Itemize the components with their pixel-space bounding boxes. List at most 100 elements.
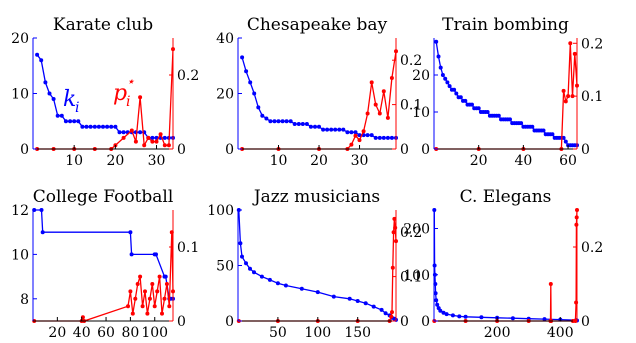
chart5-point — [238, 241, 243, 246]
chart2-point — [272, 119, 277, 124]
chart5-point — [248, 266, 252, 271]
chart1-point — [63, 119, 68, 124]
chart1-point — [138, 130, 143, 135]
chart5-point — [252, 270, 256, 275]
chart3-x-tick-label: 40 — [514, 153, 532, 169]
chart5-x-tick-label: 150 — [344, 325, 371, 341]
chart3-point — [561, 135, 566, 140]
chart2-point — [325, 127, 330, 132]
chart6-x-tick-label: 200 — [484, 325, 511, 341]
chart2-point — [284, 119, 289, 124]
chart1-point — [80, 124, 85, 129]
chart2-y-left-tick-label: 0 — [225, 142, 234, 158]
chart2-y-right-tick-label: 0.1 — [400, 98, 422, 114]
chart4-point — [157, 274, 162, 279]
chart3-point — [454, 91, 459, 96]
chart1-point — [162, 135, 167, 140]
chart3-y-right-tick-label: 0.2 — [581, 36, 603, 52]
chart2-point — [292, 122, 297, 126]
chart6-point — [548, 282, 553, 286]
chart3-x-tick-label: 20 — [470, 153, 488, 169]
chart2-y-right-tick-label: 0.2 — [400, 53, 422, 69]
chart4-x-tick-label: 20 — [48, 325, 66, 341]
chart3-point — [447, 84, 452, 89]
chart1-series-line — [37, 49, 174, 150]
chart2-y-left-tick-label: 20 — [216, 87, 234, 103]
chart4-point — [147, 296, 152, 301]
chart3-point — [496, 113, 501, 118]
chart1-point — [96, 124, 101, 129]
chart1-title: Karate club — [53, 15, 153, 35]
chart1-annotation-degree-subscript: i — [75, 100, 79, 116]
chart2-point — [276, 119, 281, 124]
chart2-point — [296, 122, 301, 126]
chart4-point — [128, 289, 133, 294]
chart4-point — [135, 282, 140, 286]
chart5-point — [315, 290, 320, 295]
chart1-point — [92, 124, 97, 129]
chart6: C. Elegans 200 400 0 100 200 0 0.2 — [403, 187, 603, 341]
chart5-point — [267, 277, 272, 282]
chart1-point — [47, 91, 52, 96]
chart2-point — [300, 122, 305, 126]
chart5-x-tick-label: 100 — [304, 325, 331, 341]
chart5-point — [371, 304, 376, 309]
chart1-point — [55, 113, 60, 118]
chart4-point — [133, 296, 138, 301]
chart1-annotation-probability-subscript: i — [126, 94, 130, 110]
chart2-point — [268, 119, 273, 124]
chart1-point — [133, 139, 138, 144]
chart2-y-left-tick-label: 40 — [216, 31, 234, 47]
chart1-y-left-tick-label: 0 — [20, 142, 29, 158]
chart2-point — [373, 102, 378, 107]
chart5: Jazz musicians 50 100 150 0 50 100 0 0.1 0.2 — [207, 187, 422, 341]
chart4-y-left-tick-label: 10 — [11, 247, 29, 263]
chart1-point — [138, 95, 143, 100]
chart1-point — [142, 143, 147, 148]
chart1-series-probability — [35, 47, 175, 151]
chart5-point — [393, 225, 398, 230]
chart1-y-right-tick-label: 0 — [177, 142, 186, 158]
chart4-point — [162, 296, 167, 301]
chart4-axes: 20 40 60 80 100 8 10 12 0 0.1 — [11, 203, 199, 341]
chart6-point — [441, 310, 446, 315]
chart1-point — [43, 80, 48, 85]
chart2-point — [317, 124, 321, 129]
chart4-point — [39, 208, 44, 212]
chart1-point — [150, 135, 155, 140]
chart1-series-line — [36, 54, 173, 139]
chart2-point — [381, 135, 386, 140]
chart2-point — [385, 135, 390, 140]
chart5-axes: 50 100 150 0 50 100 0 0.1 0.2 — [207, 203, 422, 341]
chart3-y-right-tick-label: 0 — [581, 142, 590, 158]
chart2-point — [345, 130, 350, 135]
chart2-x-tick-label: 30 — [351, 153, 369, 169]
chart1-point — [76, 119, 81, 124]
chart3-point — [519, 121, 524, 126]
chart5-series-degree — [236, 208, 398, 322]
chart4-series-line — [34, 232, 174, 322]
chart2-point — [337, 127, 342, 132]
chart2-point — [373, 135, 378, 140]
chart6-y-left-tick-label: 200 — [403, 222, 430, 238]
chart6-point — [463, 314, 468, 319]
chart5-point — [347, 296, 352, 301]
chart5-series-line — [238, 209, 397, 321]
chart3-y-left-tick-label: 20 — [412, 68, 430, 84]
chart2-point — [377, 135, 382, 140]
chart4-point — [40, 230, 45, 235]
chart2-point — [333, 127, 338, 132]
chart2-point — [389, 76, 394, 80]
chart1-point — [35, 52, 40, 57]
chart6-y-right-tick-label: 0 — [581, 314, 590, 330]
chart5-y-right-tick-label: 0.2 — [400, 225, 422, 241]
chart4-point — [129, 252, 134, 257]
chart3-y-left-tick-label: 0 — [421, 142, 430, 158]
chart5-point — [240, 254, 244, 259]
chart2-point — [304, 122, 309, 126]
chart3-point — [443, 76, 448, 81]
chart5-y-left-tick-label: 0 — [225, 314, 234, 330]
chart3-point — [561, 88, 566, 93]
chart6-axes: 200 400 0 100 200 0 0.2 — [403, 210, 603, 341]
chart4-point — [152, 304, 157, 309]
